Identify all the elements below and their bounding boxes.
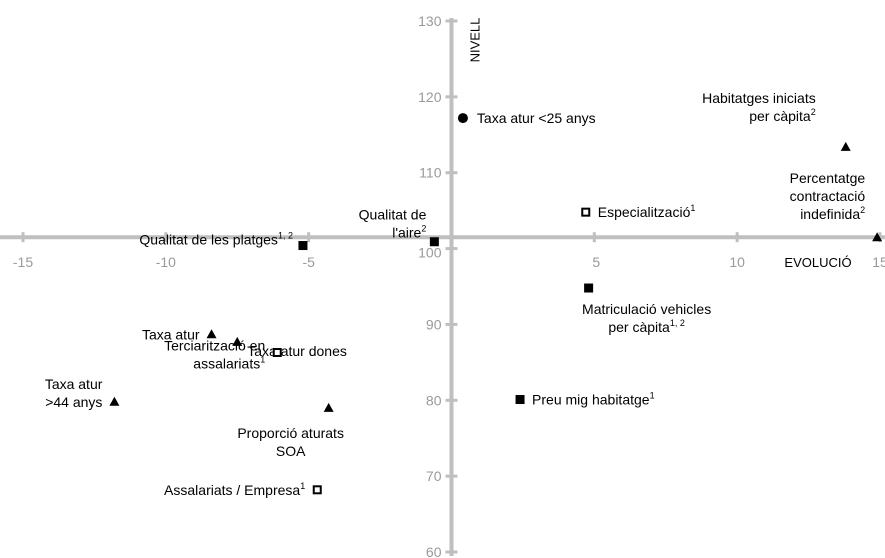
- x-axis-label: EVOLUCIÓ: [784, 255, 851, 270]
- open-square-marker: [272, 347, 282, 357]
- point-label: Taxa atur <25 anys: [477, 110, 596, 126]
- point-label-superscript: 1, 2: [278, 231, 293, 241]
- triangle-marker: [840, 141, 851, 151]
- point-label-superscript: 1: [260, 354, 265, 364]
- x-tick-label: 5: [592, 254, 600, 270]
- y-tick-label: 110: [419, 165, 442, 181]
- data-point: Habitatges iniciats per càpita2: [702, 90, 851, 151]
- point-label: Qualitat de l'aire2: [359, 207, 427, 241]
- data-point: Taxa atur <25 anys: [457, 110, 596, 126]
- y-tick-label: 90: [426, 316, 442, 332]
- x-tick-label: -15: [13, 254, 33, 270]
- data-points: Taxa atur <25 anys Habitatges iniciats per…: [45, 90, 883, 498]
- triangle-marker: [232, 336, 243, 346]
- point-label: Qualitat de les platges1, 2: [139, 231, 293, 248]
- data-point: Taxa atur >44 anys: [45, 376, 120, 410]
- triangle-marker: [872, 232, 883, 242]
- triangle-marker: [206, 329, 217, 339]
- triangle-marker: [109, 396, 120, 406]
- data-point: Proporció aturats SOA: [237, 402, 344, 459]
- data-point: Especialització1: [581, 203, 696, 220]
- point-label: Taxa atur: [142, 326, 200, 342]
- point-label: Habitatges iniciats per càpita2: [702, 90, 816, 124]
- data-point: Qualitat de l'aire2: [359, 207, 439, 247]
- point-label: Taxa atur >44 anys: [45, 376, 103, 410]
- point-label: Taxa atur dones: [247, 343, 347, 359]
- point-label: Percentatge contractació indefinida2: [790, 170, 866, 222]
- circle-marker: [457, 113, 468, 124]
- point-label-superscript: 2: [860, 205, 865, 215]
- point-label-superscript: 1: [300, 481, 305, 491]
- point-label: Matriculació vehicles per càpita1, 2: [582, 301, 711, 335]
- y-axis-label: NIVELL: [468, 18, 483, 63]
- data-point: Preu mig habitatge1: [515, 391, 655, 408]
- data-point: Assalariats / Empresa1: [164, 481, 322, 498]
- x-tick-label: 10: [729, 254, 745, 270]
- square-marker: [298, 241, 308, 251]
- data-point: Matriculació vehicles per càpita1, 2: [582, 283, 711, 335]
- point-label: Terciarització en assalariats1: [164, 337, 265, 371]
- y-tick-label: 130: [418, 13, 442, 29]
- square-marker: [584, 283, 594, 293]
- point-label: Especialització1: [598, 203, 696, 220]
- point-label-superscript: 1: [690, 203, 695, 213]
- y-tick-label: 70: [426, 468, 442, 484]
- open-square-marker: [581, 207, 591, 217]
- data-point: Percentatge contractació indefinida2: [790, 170, 883, 242]
- point-label: Proporció aturats SOA: [237, 425, 344, 459]
- point-label-superscript: 2: [421, 224, 426, 234]
- y-tick-label: 100: [418, 245, 442, 261]
- point-label: Preu mig habitatge1: [532, 391, 655, 408]
- point-label-superscript: 1, 2: [670, 318, 685, 328]
- square-marker: [429, 237, 439, 247]
- data-point: Taxa atur dones: [232, 336, 347, 359]
- open-square-marker: [312, 485, 322, 495]
- point-label-superscript: 1: [650, 391, 655, 401]
- y-tick-label: 120: [418, 89, 442, 105]
- data-point: Terciarització en assalariats1: [164, 337, 282, 371]
- triangle-marker: [323, 402, 334, 412]
- point-label: Assalariats / Empresa1: [164, 481, 305, 498]
- y-tick-label: 80: [426, 392, 442, 408]
- x-tick-label: -5: [302, 254, 315, 270]
- x-tick-label: -10: [156, 254, 176, 270]
- tick-group: -15 -10 -5 5 10 15 60 70 80 90 100 110 120 130: [13, 13, 885, 558]
- data-point: Qualitat de les platges1, 2: [139, 231, 308, 251]
- x-tick-label: 15: [872, 254, 885, 270]
- point-label-superscript: 2: [811, 107, 816, 117]
- data-point: Taxa atur: [142, 326, 217, 342]
- y-tick-label: 60: [426, 544, 442, 558]
- square-marker: [515, 395, 525, 405]
